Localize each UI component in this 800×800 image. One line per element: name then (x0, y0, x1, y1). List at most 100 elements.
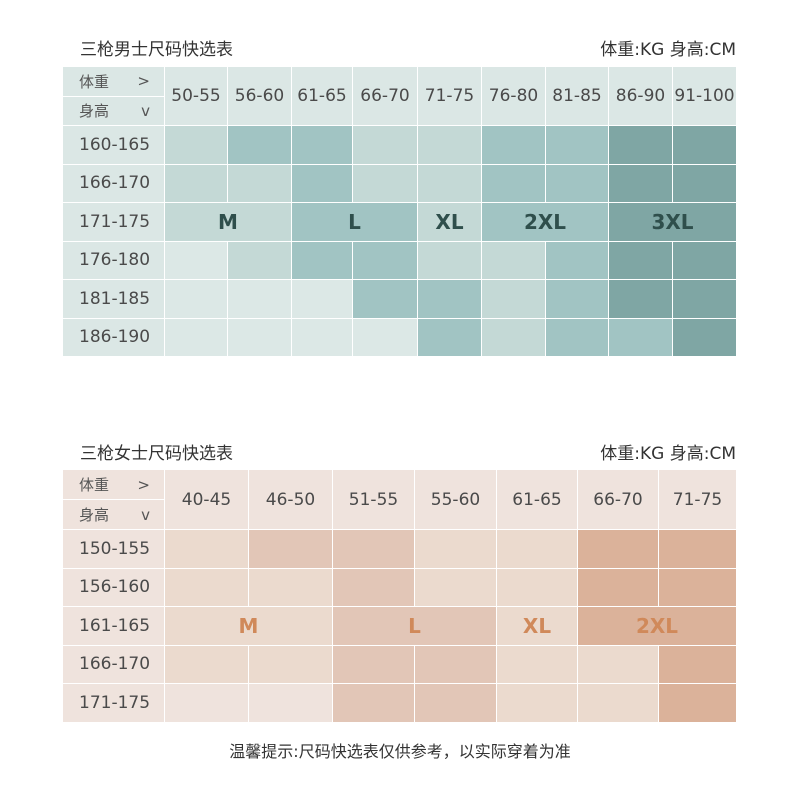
grid-cell (578, 568, 659, 607)
height-row-header: 156-160 (63, 568, 165, 607)
weight-column-header: 56-60 (228, 67, 292, 126)
grid-cell (165, 568, 249, 607)
weight-column-header: 66-70 (578, 470, 659, 530)
weight-column-header: 51-55 (333, 470, 415, 530)
grid-cell (353, 318, 418, 357)
grid-cell (165, 241, 228, 280)
corner-header: 体重 > 身高 v (63, 67, 165, 126)
grid-cell (165, 645, 249, 684)
grid-cell (546, 126, 609, 165)
grid-cell (353, 164, 418, 203)
grid-cell (497, 645, 578, 684)
grid-cell (482, 241, 546, 280)
height-row-header: 181-185 (63, 280, 165, 319)
height-axis-label: 身高 v (63, 500, 164, 529)
weight-label: 体重 (79, 476, 110, 494)
grid-cell (165, 684, 249, 723)
grid-cell (418, 241, 482, 280)
grid-cell (546, 318, 609, 357)
size-cell-l: L (333, 607, 497, 646)
grid-cell (333, 645, 415, 684)
size-cell-2xl: 2XL (482, 203, 609, 242)
height-row-header: 166-170 (63, 164, 165, 203)
grid-cell (609, 164, 673, 203)
grid-cell (673, 280, 737, 319)
grid-cell (292, 164, 353, 203)
weight-column-header: 91-100 (673, 67, 737, 126)
height-label: 身高 (79, 506, 110, 524)
weight-column-header: 81-85 (546, 67, 609, 126)
grid-cell (165, 164, 228, 203)
height-label: 身高 (79, 102, 110, 121)
weight-column-header: 61-65 (292, 67, 353, 126)
weight-column-header: 50-55 (165, 67, 228, 126)
grid-cell (578, 684, 659, 723)
grid-cell (228, 164, 292, 203)
grid-cell (546, 280, 609, 319)
grid-cell (228, 318, 292, 357)
grid-cell (609, 241, 673, 280)
grid-cell (482, 126, 546, 165)
weight-column-header: 86-90 (609, 67, 673, 126)
grid-cell (659, 568, 737, 607)
grid-cell (353, 280, 418, 319)
grid-cell (165, 530, 249, 569)
grid-cell (353, 126, 418, 165)
weight-column-header: 71-75 (659, 470, 737, 530)
grid-cell (415, 530, 497, 569)
grid-cell (673, 164, 737, 203)
grid-cell (418, 318, 482, 357)
men-title: 三枪男士尺码快选表 (80, 40, 233, 60)
grid-cell (165, 126, 228, 165)
grid-cell (482, 164, 546, 203)
grid-cell (673, 241, 737, 280)
weight-axis-label: 体重 > (63, 67, 164, 97)
grid-cell (482, 280, 546, 319)
size-cell-3xl: 3XL (609, 203, 737, 242)
grid-cell (415, 568, 497, 607)
grid-cell (249, 568, 333, 607)
grid-cell (418, 280, 482, 319)
grid-cell (228, 126, 292, 165)
grid-cell (673, 126, 737, 165)
height-row-header: 160-165 (63, 126, 165, 165)
grid-cell (659, 684, 737, 723)
grid-cell (546, 241, 609, 280)
grid-cell (497, 530, 578, 569)
weight-column-header: 61-65 (497, 470, 578, 530)
grid-cell (228, 241, 292, 280)
grid-cell (292, 241, 353, 280)
grid-cell (482, 318, 546, 357)
weight-column-header: 76-80 (482, 67, 546, 126)
height-row-header: 176-180 (63, 241, 165, 280)
weight-column-header: 40-45 (165, 470, 249, 530)
weight-column-header: 66-70 (353, 67, 418, 126)
grid-cell (249, 530, 333, 569)
grid-cell (609, 280, 673, 319)
grid-cell (292, 318, 353, 357)
grid-cell (165, 318, 228, 357)
grid-cell (497, 568, 578, 607)
grid-cell (418, 164, 482, 203)
grid-cell (292, 280, 353, 319)
weight-column-header: 71-75 (418, 67, 482, 126)
grid-cell (609, 126, 673, 165)
women-size-table: 体重 > 身高 v 40-45 46-50 51-55 55-60 61-65 66-70 71-7… (63, 470, 737, 723)
weight-label: 体重 (79, 72, 110, 91)
weight-axis-label: 体重 > (63, 470, 164, 500)
grid-cell (609, 318, 673, 357)
size-cell-xl: XL (497, 607, 578, 646)
grid-cell (292, 126, 353, 165)
grid-cell (673, 318, 737, 357)
tip-note: 温馨提示:尺码快选表仅供参考，以实际穿着为准 (229, 742, 571, 761)
weight-column-header: 46-50 (249, 470, 333, 530)
grid-cell (415, 645, 497, 684)
weight-arrow: > (137, 72, 150, 91)
weight-column-header: 55-60 (415, 470, 497, 530)
grid-cell (249, 645, 333, 684)
grid-cell (578, 530, 659, 569)
grid-cell (228, 280, 292, 319)
grid-cell (546, 164, 609, 203)
height-row-header: 171-175 (63, 684, 165, 723)
women-title: 三枪女士尺码快选表 (80, 444, 233, 464)
